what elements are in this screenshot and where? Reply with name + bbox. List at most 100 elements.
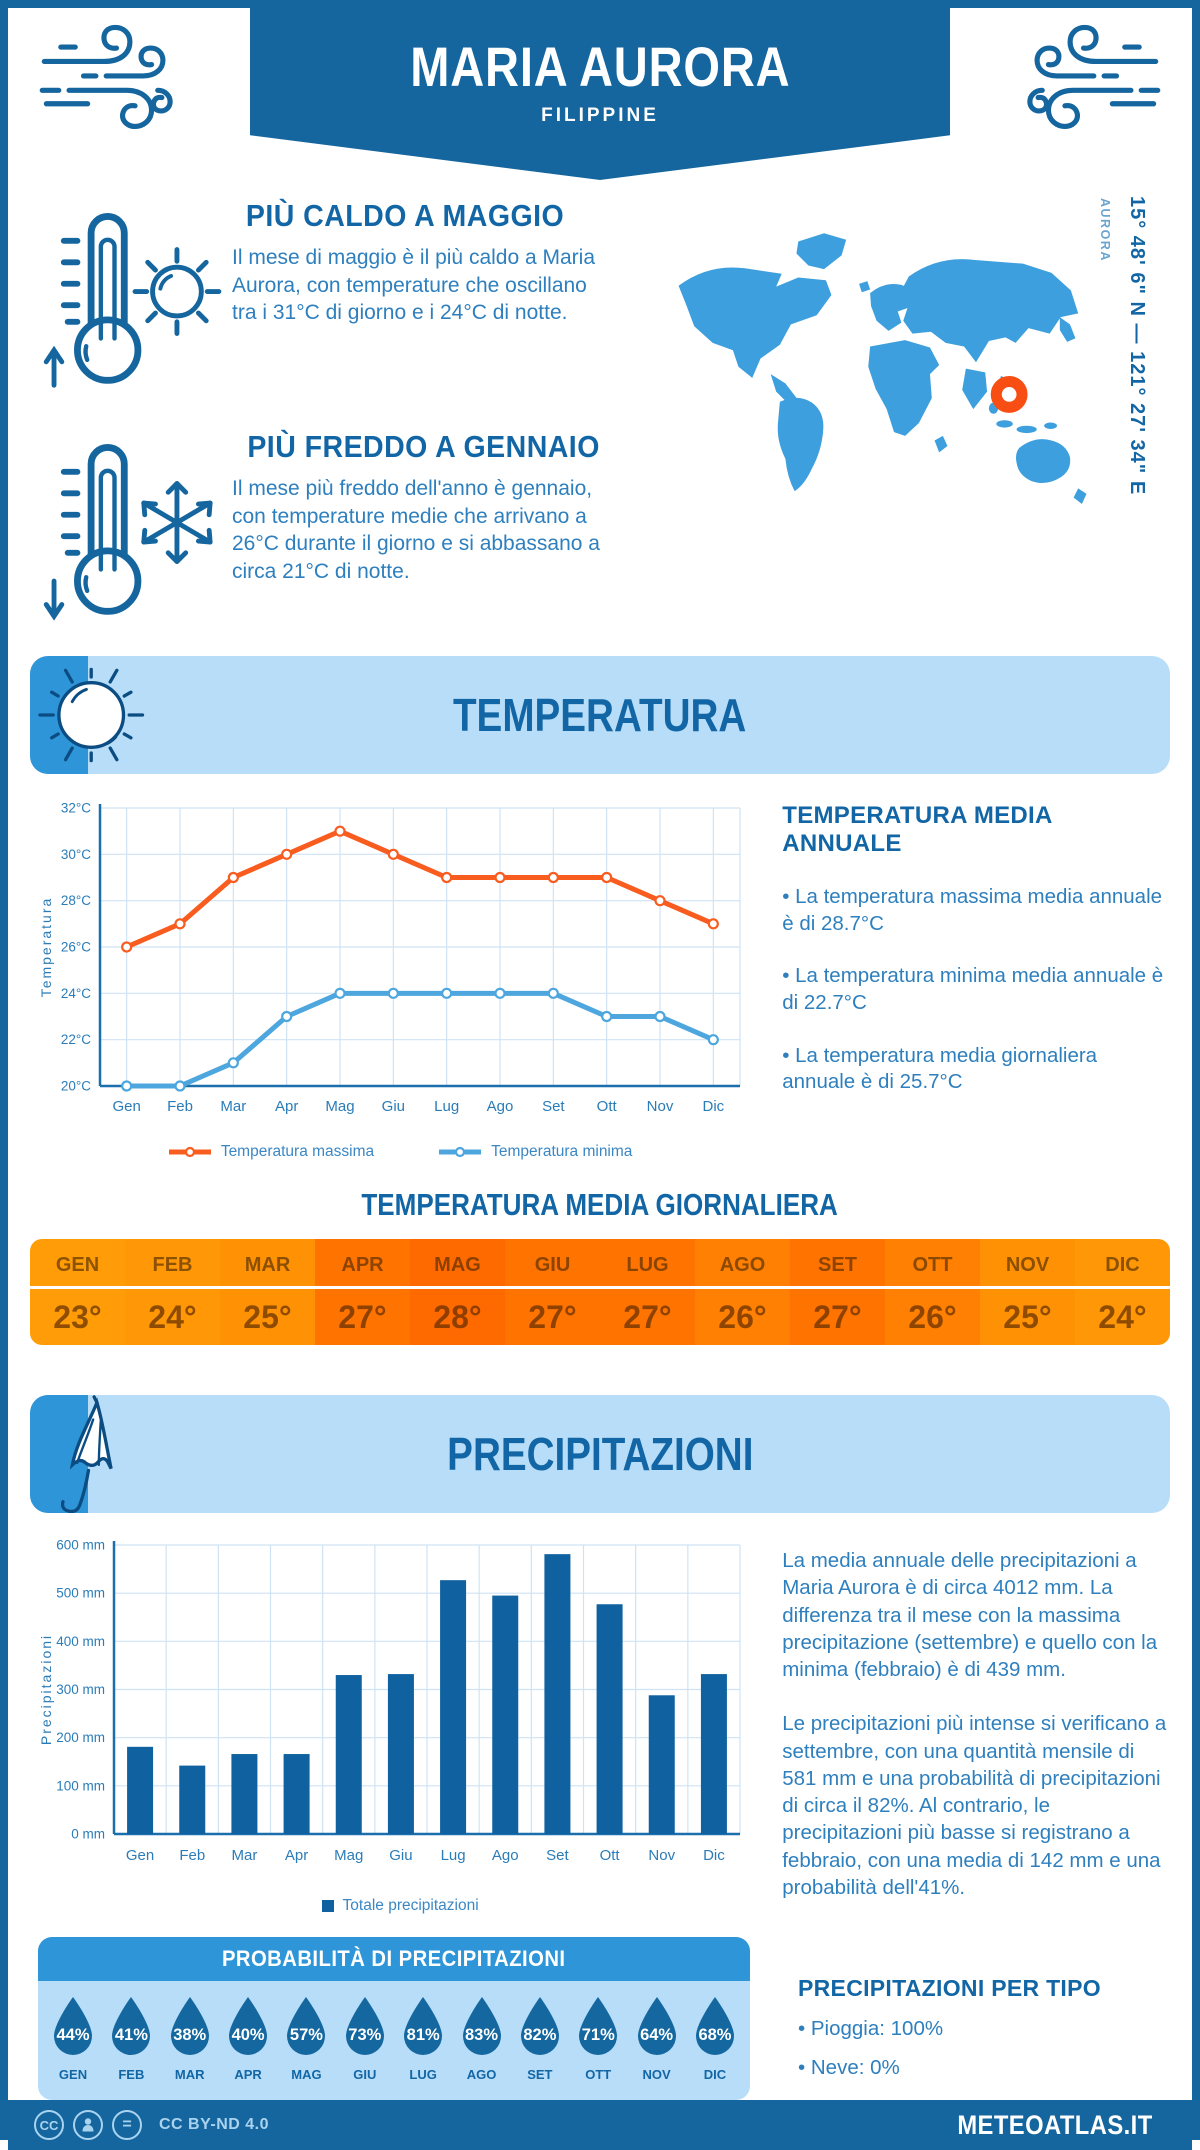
svg-text:Dic: Dic — [702, 1098, 724, 1115]
daily-table-value: 23° — [53, 1299, 102, 1335]
legend-label: Temperatura minima — [491, 1143, 633, 1160]
daily-temperature-block: TEMPERATURA MEDIA GIORNALIERA GEN 23° FEB 2… — [8, 1187, 1192, 1345]
daily-table-column: MAG 28° — [410, 1239, 505, 1345]
highlight-coldest: PIÙ FREDDO A GENNAIO Il mese più freddo … — [42, 425, 656, 630]
svg-text:Precipitazioni: Precipitazioni — [38, 1634, 54, 1745]
precipitation-type-bullet: • Pioggia: 100% — [798, 2017, 944, 2040]
drop-icon — [170, 1997, 209, 2055]
svg-text:Apr: Apr — [275, 1098, 298, 1115]
daily-table-column: GIU 27° — [505, 1239, 600, 1345]
location-label: AURORA — [1098, 198, 1112, 262]
highlight-hottest: PIÙ CALDO A MAGGIO Il mese di maggio è i… — [42, 194, 656, 399]
probability-drop: 64% NOV — [630, 1995, 684, 2082]
daily-table-value: 25° — [1003, 1299, 1052, 1335]
probability-drop: 71% OTT — [571, 1995, 625, 2082]
annual-temperature-bullet: • La temperatura media giornaliera annua… — [782, 1043, 1098, 1094]
svg-text:26°C: 26°C — [61, 940, 91, 955]
daily-table-month: FEB — [125, 1239, 220, 1289]
wind-icon — [1001, 22, 1166, 141]
svg-text:Ago: Ago — [492, 1847, 519, 1864]
section-title: TEMPERATURA — [453, 689, 747, 741]
precipitation-paragraphs: La media annuale delle precipitazioni a … — [782, 1547, 1168, 1901]
probability-month: GEN — [58, 2067, 88, 2082]
precipitation-chart-legend: Totale precipitazioni — [36, 1897, 764, 1915]
svg-text:Ott: Ott — [597, 1098, 618, 1115]
page-title: MARIA AURORA — [409, 35, 791, 98]
svg-text:22°C: 22°C — [61, 1032, 91, 1047]
svg-text:200 mm: 200 mm — [56, 1730, 105, 1745]
person-icon — [73, 2110, 103, 2140]
svg-text:24°C: 24°C — [61, 986, 91, 1001]
highlights-row: PIÙ CALDO A MAGGIO Il mese di maggio è i… — [8, 188, 1192, 630]
probability-panel: PROBABILITÀ DI PRECIPITAZIONI 44% GEN 41% F… — [38, 1937, 750, 2100]
daily-table-column: MAR 25° — [220, 1239, 315, 1345]
legend-square-marker — [321, 1900, 334, 1912]
daily-table-column: APR 27° — [315, 1239, 410, 1345]
drop-icon — [637, 1997, 676, 2055]
daily-table-column: DIC 24° — [1075, 1239, 1170, 1345]
probability-value: 71% — [581, 2026, 615, 2044]
svg-text:Ott: Ott — [600, 1847, 621, 1864]
legend-label: Totale precipitazioni — [342, 1897, 479, 1914]
daily-table-month: APR — [315, 1239, 410, 1289]
brand: METEOATLAS.IT — [957, 2109, 1153, 2140]
svg-text:Mar: Mar — [231, 1847, 257, 1864]
svg-text:Mar: Mar — [220, 1098, 246, 1115]
annual-temperature-heading: TEMPERATURA MEDIA ANNUALE — [782, 802, 1052, 857]
probability-month: APR — [234, 2067, 262, 2082]
svg-text:Gen: Gen — [112, 1098, 140, 1115]
daily-table-value: 24° — [1098, 1299, 1147, 1335]
svg-text:Ago: Ago — [487, 1098, 514, 1115]
annual-temperature-bullet: • La temperatura minima media annuale è … — [782, 964, 1164, 1014]
drop-icon — [345, 1997, 384, 2055]
legend-line-marker — [439, 1146, 482, 1158]
precipitation-bar-chart: 0 mm 100 mm 200 mm 300 mm 400 mm 500 mm 600 mm… — [38, 1538, 741, 1864]
probability-value: 83% — [465, 2026, 499, 2044]
legend-item: Totale precipitazioni — [321, 1897, 479, 1915]
svg-text:300 mm: 300 mm — [56, 1682, 105, 1697]
svg-text:500 mm: 500 mm — [56, 1586, 105, 1601]
daily-table-column: AGO 26° — [695, 1239, 790, 1345]
daily-table-value: 26° — [908, 1299, 957, 1335]
daily-table-month: NOV — [980, 1239, 1075, 1289]
title-banner: MARIA AURORA FILIPPINE — [250, 8, 950, 180]
probability-drops: 44% GEN 41% FEB 38% MAR 40% APR 57% MAG 73% GIU 81% L… — [38, 1981, 750, 2100]
probability-month: MAG — [291, 2067, 322, 2082]
map-area: 15° 48' 6" N — 121° 27' 34" E AURORA — [662, 194, 1162, 594]
legend-item: Temperatura massima — [168, 1143, 374, 1161]
temperature-line-chart: 20°C 22°C 24°C 26°C 28°C 30°C 32°C Temperatura G… — [38, 801, 741, 1115]
drop-icon — [54, 1997, 92, 2055]
daily-table-month: MAR — [220, 1239, 315, 1289]
drop-icon — [287, 1997, 326, 2055]
daily-table-column: SET 27° — [790, 1239, 885, 1345]
probability-drop: 44% GEN — [46, 1995, 100, 2082]
svg-text:Giu: Giu — [389, 1847, 412, 1864]
daily-table-month: MAG — [410, 1239, 505, 1289]
drop-icon — [462, 1997, 501, 2055]
annual-temperature-bullet: • La temperatura massima media annuale è… — [782, 885, 1163, 935]
precipitation-types-heading: PRECIPITAZIONI PER TIPO — [798, 1975, 1101, 2001]
probability-month: AGO — [466, 2067, 497, 2082]
cc-icon: CC — [34, 2110, 64, 2140]
header: MARIA AURORA FILIPPINE — [8, 8, 1192, 188]
annual-temperature-bullets: • La temperatura massima media annuale è… — [782, 884, 1168, 1096]
daily-table-month: OTT — [885, 1239, 980, 1289]
svg-text:20°C: 20°C — [61, 1079, 91, 1094]
svg-text:Temperatura: Temperatura — [38, 897, 54, 998]
probability-value: 41% — [114, 2026, 148, 2044]
daily-table-value: 27° — [813, 1299, 862, 1335]
probability-drop: 81% LUG — [396, 1995, 450, 2082]
drop-icon — [112, 1997, 151, 2055]
page-subtitle: FILIPPINE — [541, 105, 659, 126]
drop-icon — [579, 1997, 618, 2055]
daily-table-value: 27° — [338, 1299, 387, 1335]
probability-drop: 38% MAR — [163, 1995, 217, 2082]
sun-icon — [38, 658, 152, 777]
daily-table-value: 27° — [623, 1299, 672, 1335]
precipitation-types-bullets: • Pioggia: 100% • Neve: 0% — [798, 2017, 1101, 2080]
precipitation-paragraph: Le precipitazioni più intense si verific… — [782, 1712, 1167, 1899]
probability-month: MAR — [174, 2067, 205, 2082]
umbrella-icon — [44, 1395, 148, 1518]
precipitation-type-bullet: • Neve: 0% — [798, 2056, 900, 2079]
drop-icon — [520, 1997, 559, 2055]
